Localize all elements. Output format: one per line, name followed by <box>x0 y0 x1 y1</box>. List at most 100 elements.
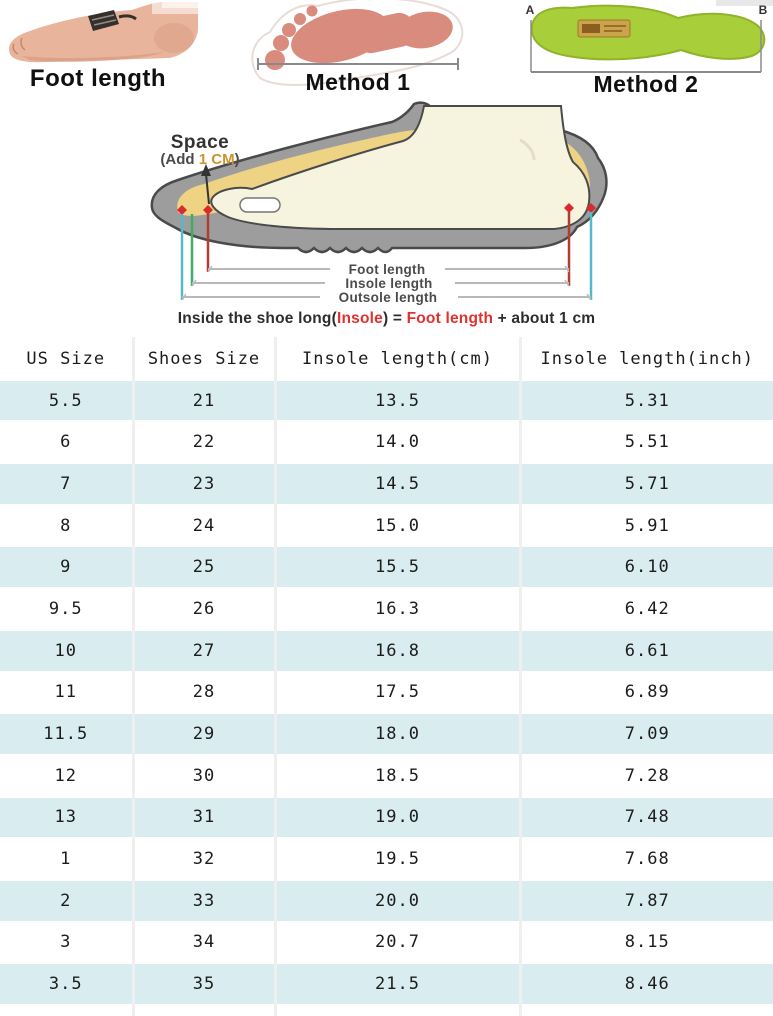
us-size-cell: 4 <box>0 1004 135 1016</box>
table-row: 12 30 18.5 7.28 <box>0 753 773 797</box>
point-b-label: B <box>759 3 768 17</box>
space-annotation: Space (Add 1 CM) <box>160 132 240 205</box>
shoes-size-cell: 28 <box>133 670 277 714</box>
shoes-size-cell: 27 <box>133 628 277 672</box>
us-size-cell: 9.5 <box>0 587 135 630</box>
insole-cm-cell: 20.7 <box>275 920 522 964</box>
size-table-body: 5.5 21 13.5 5.31 6 22 14.0 5.51 7 23 14.5 5.71 8 24 15… <box>0 378 773 1016</box>
formula-insole-term: Insole <box>336 310 383 327</box>
table-row: 5.5 21 13.5 5.31 <box>0 378 773 422</box>
insole-inch-cell: 5.51 <box>520 420 773 464</box>
us-size-cell: 2 <box>0 878 135 922</box>
formula-text: Inside the shoe long( <box>177 310 337 327</box>
formula-tail: + about 1 cm <box>493 310 596 327</box>
shoes-size-cell: 33 <box>133 878 277 922</box>
table-row: 11 28 17.5 6.89 <box>0 670 773 714</box>
us-size-cell: 12 <box>0 753 135 797</box>
insole-cm-cell: 16.8 <box>275 628 522 672</box>
us-size-cell: 3.5 <box>0 962 135 1005</box>
shoes-size-cell: 35 <box>133 962 277 1005</box>
shoes-size-cell: 23 <box>133 462 277 505</box>
toe-gap-notch <box>239 197 281 213</box>
insole-cm-cell: 19.0 <box>275 795 522 839</box>
foot-length-line-label: Foot length <box>349 262 426 277</box>
table-row: 43622.08.66 <box>0 1004 773 1016</box>
table-row: 3 34 20.7 8.15 <box>0 920 773 964</box>
insole-inch-cell: 7.28 <box>520 753 773 797</box>
method2-measure-line <box>530 20 762 73</box>
arrow-up-icon <box>201 164 211 176</box>
insole-cm-cell: 15.5 <box>275 545 522 589</box>
insole-inch-cell: 7.87 <box>520 878 773 922</box>
shoes-size-cell: 31 <box>133 795 277 839</box>
insole-inch-cell: 5.91 <box>520 503 773 547</box>
measuring-tape-icon <box>88 10 137 31</box>
table-row: 10 27 16.8 6.61 <box>0 628 773 672</box>
insole-inch-cell: 8.66 <box>520 1004 773 1016</box>
insole-inch-cell: 7.09 <box>520 712 773 755</box>
table-header-row: US Size Shoes Size Insole length(cm) Ins… <box>0 337 773 380</box>
space-sub-suffix: ) <box>235 151 240 168</box>
point-a-label: A <box>526 3 535 17</box>
method1-figure: Method 1 <box>251 0 464 95</box>
foot-photo-figure: Foot length <box>8 0 212 92</box>
insole-cm-cell: 18.5 <box>275 753 522 797</box>
table-row: 8 24 15.0 5.91 <box>0 503 773 547</box>
outsole-length-line-label: Outsole length <box>339 290 438 305</box>
shoes-size-cell: 24 <box>133 503 277 547</box>
formula-equals: ) = <box>382 310 407 327</box>
method2-figure: A B Method 2 <box>526 0 773 96</box>
table-row: 9.5 26 16.3 6.42 <box>0 587 773 630</box>
us-size-header: US Size <box>0 337 135 380</box>
insole-cm-cell: 13.5 <box>275 378 522 422</box>
table-row: 3.5 35 21.5 8.46 <box>0 962 773 1005</box>
method1-caption: Method 1 <box>306 69 411 95</box>
insole-cm-cell: 20.0 <box>275 878 522 922</box>
measure-lines <box>181 265 592 301</box>
insole-brand-label <box>577 19 631 38</box>
shoes-size-header: Shoes Size <box>133 337 277 380</box>
us-size-cell: 11 <box>0 670 135 714</box>
insole-inch-cell: 8.46 <box>520 962 773 1005</box>
foot-length-caption: Foot length <box>30 65 166 92</box>
shoes-size-cell: 26 <box>133 587 277 630</box>
us-size-cell: 8 <box>0 503 135 547</box>
insole-cm-cell: 15.0 <box>275 503 522 547</box>
shoes-size-cell: 21 <box>133 378 277 422</box>
us-size-cell: 9 <box>0 545 135 589</box>
space-sub-prefix: (Add <box>160 151 198 168</box>
table-row: 9 25 15.5 6.10 <box>0 545 773 589</box>
insole-length-line-label: Insole length <box>345 276 432 291</box>
insole-cm-cell: 22.0 <box>275 1004 522 1016</box>
insole-cm-cell: 14.5 <box>275 462 522 505</box>
us-size-cell: 13 <box>0 795 135 839</box>
us-size-cell: 10 <box>0 628 135 672</box>
table-row: 6 22 14.0 5.51 <box>0 420 773 464</box>
method1-measure-line <box>257 58 459 70</box>
insole-cm-cell: 14.0 <box>275 420 522 464</box>
shoes-size-cell: 32 <box>133 837 277 880</box>
shoes-size-cell: 25 <box>133 545 277 589</box>
table-row: 1 32 19.5 7.68 <box>0 837 773 880</box>
insole-cm-cell: 21.5 <box>275 962 522 1005</box>
table-row: 2 33 20.0 7.87 <box>0 878 773 922</box>
table-row: 13 31 19.0 7.48 <box>0 795 773 839</box>
insole-inch-cell: 5.71 <box>520 462 773 505</box>
svg-text:(Add 1 CM): (Add 1 CM) <box>160 151 239 168</box>
formula-foot-length-term: Foot length <box>406 310 494 327</box>
shoe-measurement-diagram: Space (Add 1 CM) Foot <box>150 101 608 305</box>
table-row: 7 23 14.5 5.71 <box>0 462 773 505</box>
us-size-cell: 7 <box>0 462 135 505</box>
shoes-size-cell: 30 <box>133 753 277 797</box>
measure-markers <box>177 203 596 215</box>
insole-cm-cell: 18.0 <box>275 712 522 755</box>
us-size-cell: 1 <box>0 837 135 880</box>
size-table: US Size Shoes Size Insole length(cm) Ins… <box>0 337 773 1016</box>
foot-side-photo <box>8 0 212 63</box>
insole-cm-cell: 16.3 <box>275 587 522 630</box>
insole-inch-cell: 6.42 <box>520 587 773 630</box>
insole-inch-cell: 7.68 <box>520 837 773 880</box>
shoes-size-cell: 36 <box>133 1004 277 1016</box>
insole-inch-cell: 8.15 <box>520 920 773 964</box>
